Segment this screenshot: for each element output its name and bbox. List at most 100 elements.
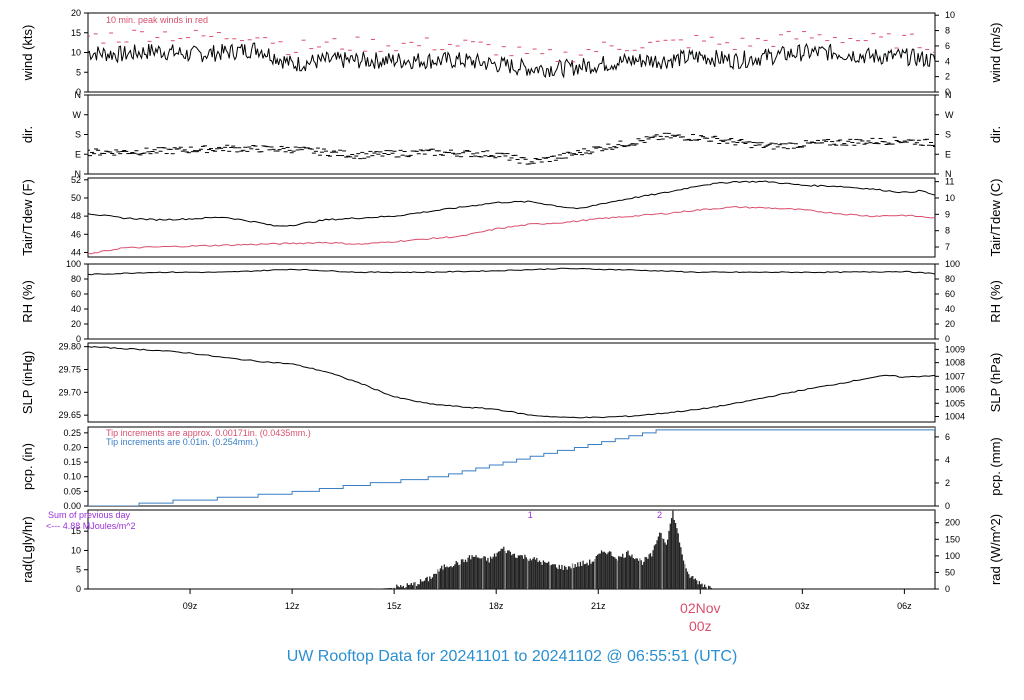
footer-title: UW Rooftop Data for 20241101 to 20241102… [286, 648, 738, 665]
ylabel-left-slp: SLP (inHg) [20, 351, 35, 414]
ylabel-right-pcp: pcp. (mm) [988, 437, 1003, 496]
annotation-pcp-2: Tip increments are 0.01in. (0.254mm.) [106, 437, 258, 447]
annotation-rad-2: <--- 4.88 MJoules/m^2 [46, 521, 136, 531]
ytick-label-right-dir: N [945, 169, 952, 179]
ytick-label-left-pcp: 0.00 [63, 501, 81, 511]
ytick-label-left-rad: 10 [71, 545, 81, 555]
ytick-label-right-wind: 10 [945, 10, 955, 20]
ytick-label-right-wind: 2 [945, 72, 950, 82]
series-dir-direction [88, 132, 935, 165]
ytick-label-right-wind: 4 [945, 56, 950, 66]
ytick-label-left-rh: 60 [71, 289, 81, 299]
ytick-label-left-dir: S [75, 130, 81, 140]
ytick-label-right-slp: 1009 [945, 344, 965, 354]
ylabel-right-slp: SLP (hPa) [988, 353, 1003, 413]
ytick-label-left-dir: W [73, 110, 82, 120]
xtick-label: 03z [795, 601, 810, 611]
panel-frame-wind [87, 12, 936, 93]
xtick-label: 12z [285, 601, 300, 611]
xtick-label: 00z [689, 618, 712, 634]
ytick-label-left-rh: 20 [71, 319, 81, 329]
ylabel-left-temp: Tair/Tdew (F) [20, 179, 35, 256]
ytick-label-right-pcp: 4 [945, 455, 950, 465]
ylabel-left-pcp: pcp. (in) [20, 443, 35, 490]
ytick-label-left-rad: 15 [71, 526, 81, 536]
ytick-label-right-slp: 1004 [945, 412, 965, 422]
annotation-pcp-1: Tip increments are approx. 0.00171in. (0… [106, 428, 311, 438]
ytick-label-left-temp: 50 [71, 193, 81, 203]
ytick-label-right-rh: 40 [945, 304, 955, 314]
ytick-label-left-wind: 5 [76, 67, 81, 77]
ytick-label-right-rh: 20 [945, 319, 955, 329]
ytick-label-right-dir: E [945, 149, 951, 159]
ylabel-right-temp: Tair/Tdew (C) [988, 178, 1003, 256]
ytick-label-right-dir: S [945, 130, 951, 140]
ylabel-left-rh: RH (%) [20, 280, 35, 323]
ylabel-left-rad: rad(Lgly/hr) [20, 516, 35, 582]
ytick-label-left-dir: N [75, 169, 82, 179]
xtick-label: 21z [591, 601, 606, 611]
xtick-label: 09z [183, 601, 198, 611]
xtick-label: 06z [897, 601, 912, 611]
ytick-label-left-rh: 40 [71, 304, 81, 314]
ylabel-right-rh: RH (%) [988, 280, 1003, 323]
ytick-label-right-pcp: 6 [945, 432, 950, 442]
ytick-label-left-dir: E [75, 149, 81, 159]
ytick-label-right-wind: 0 [945, 87, 950, 97]
series-rad-radiation [371, 510, 714, 589]
xtick-date-label: 02Nov [680, 600, 720, 616]
ytick-label-right-pcp: 0 [945, 501, 950, 511]
ytick-label-right-rh: 0 [945, 334, 950, 344]
ytick-label-right-temp: 10 [945, 193, 955, 203]
ytick-label-left-slp: 29.70 [58, 387, 81, 397]
ytick-label-left-pcp: 0.25 [63, 428, 81, 438]
ytick-label-right-rh: 60 [945, 289, 955, 299]
ytick-label-right-slp: 1008 [945, 358, 965, 368]
panel-frame-slp [87, 342, 936, 423]
ytick-label-left-wind: 10 [71, 48, 81, 58]
ytick-label-left-temp: 46 [71, 229, 81, 239]
ytick-label-left-pcp: 0.20 [63, 442, 81, 452]
ytick-label-left-temp: 48 [71, 211, 81, 221]
panel-frame-rh [87, 263, 936, 340]
ytick-label-left-pcp: 0.05 [63, 486, 81, 496]
ytick-label-left-rad: 0 [76, 584, 81, 594]
ytick-label-right-rad: 50 [945, 567, 955, 577]
ytick-label-left-wind: 0 [76, 87, 81, 97]
ytick-label-left-dir: N [75, 90, 82, 100]
series-pcp-pcp [88, 427, 935, 506]
ylabel-right-wind: wind (m/s) [988, 23, 1003, 84]
ytick-label-right-slp: 1005 [945, 398, 965, 408]
annotation-wind: 10 min. peak winds in red [106, 15, 208, 25]
ytick-label-left-pcp: 0.15 [63, 457, 81, 467]
ytick-label-left-rad: 5 [76, 565, 81, 575]
ylabel-left-dir: dir. [20, 126, 35, 143]
ytick-label-right-slp: 1007 [945, 371, 965, 381]
ytick-label-right-slp: 1006 [945, 385, 965, 395]
ytick-label-left-rh: 0 [76, 334, 81, 344]
ytick-label-right-rad: 200 [945, 518, 960, 528]
ytick-label-left-slp: 29.65 [58, 410, 81, 420]
panel-frame-dir [87, 94, 936, 175]
series-wind-wind [88, 42, 935, 79]
ytick-label-left-rh: 80 [71, 274, 81, 284]
ytick-label-right-dir: N [945, 90, 952, 100]
ylabel-right-dir: dir. [988, 126, 1003, 143]
ytick-label-left-slp: 29.75 [58, 364, 81, 374]
series-temp-Tair [88, 180, 935, 227]
series-rh-RH [88, 267, 935, 276]
ytick-label-right-rad: 100 [945, 551, 960, 561]
ytick-label-right-temp: 9 [945, 209, 950, 219]
rad-marker-label: 1 [528, 510, 533, 520]
ytick-label-left-wind: 20 [71, 8, 81, 18]
ytick-label-right-rh: 100 [945, 259, 960, 269]
ytick-label-left-rh: 100 [66, 259, 81, 269]
ytick-label-left-temp: 44 [71, 247, 81, 257]
ytick-label-left-pcp: 0.10 [63, 472, 81, 482]
series-wind-peak [88, 29, 935, 63]
ytick-label-right-rad: 150 [945, 534, 960, 544]
xtick-label: 15z [387, 601, 402, 611]
xtick-label: 18z [489, 601, 504, 611]
ytick-label-right-rad: 0 [945, 584, 950, 594]
